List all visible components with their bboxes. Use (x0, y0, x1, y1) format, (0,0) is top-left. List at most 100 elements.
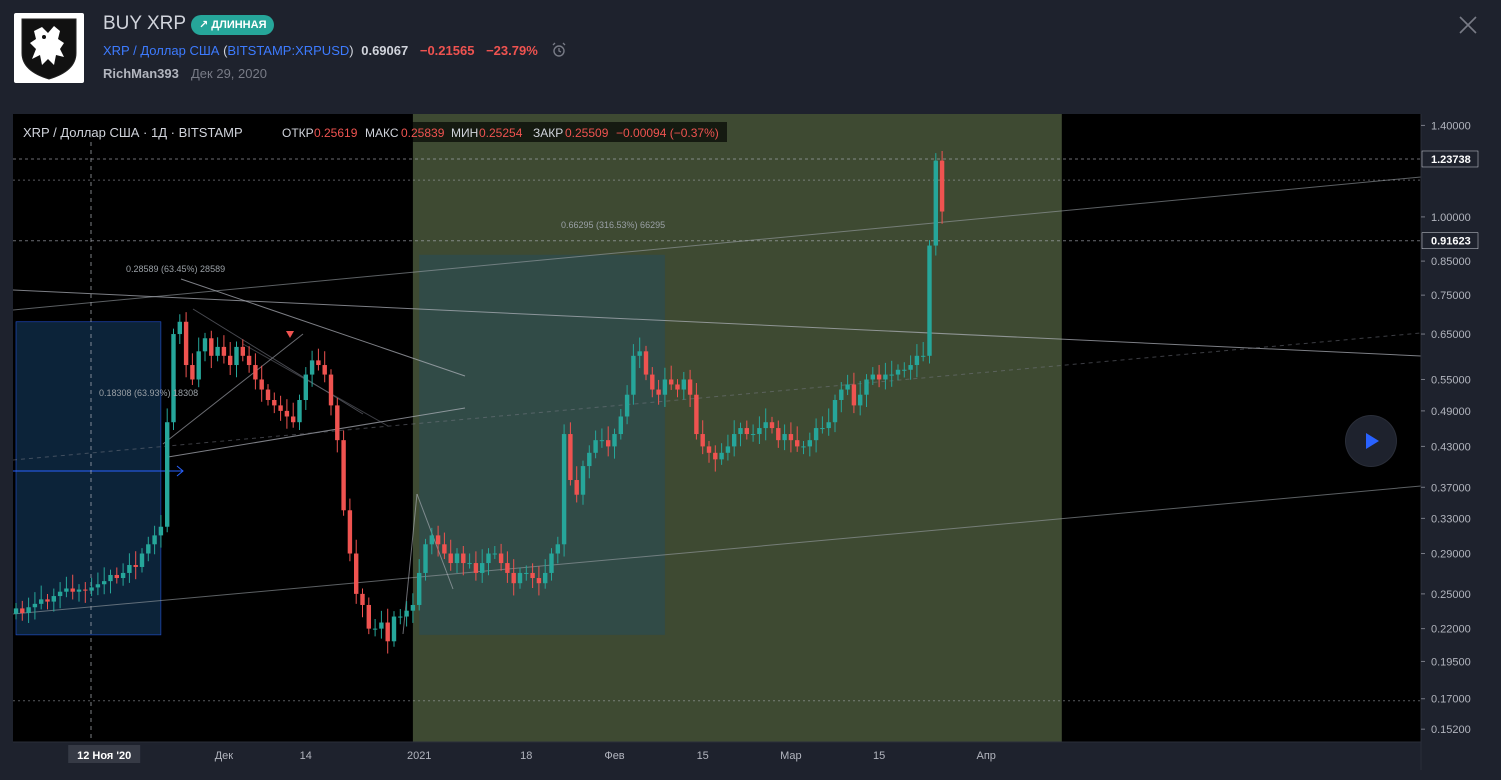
candle-body (221, 346, 227, 356)
candle-body (732, 434, 737, 447)
y-tick-label: 0.15200 (1431, 724, 1471, 736)
candle-body (782, 434, 787, 441)
candle (826, 408, 831, 436)
symbol-ticker-link[interactable]: BITSTAMP:XRPUSD (227, 42, 350, 58)
candle (725, 434, 731, 461)
x-tick-label: Фев (604, 750, 624, 762)
y-tick-label: 0.29000 (1431, 549, 1471, 561)
candle (435, 525, 441, 557)
author-name[interactable]: RichMan393 (103, 66, 179, 81)
candle-body (435, 535, 441, 545)
candle (127, 553, 132, 583)
candle-body (927, 245, 932, 356)
price-change: −0.21565 (419, 42, 475, 58)
candle (391, 611, 397, 647)
y-tick-label: 1.40000 (1431, 120, 1471, 132)
y-tick-label: 0.85000 (1431, 256, 1471, 268)
candle-body (858, 394, 863, 406)
candle (120, 563, 126, 586)
candle-body (624, 394, 630, 417)
candle (687, 369, 693, 407)
candle-body (486, 553, 491, 564)
candle-body (165, 422, 170, 527)
candle-body (398, 616, 403, 618)
candle-body (606, 440, 611, 447)
candle (347, 498, 353, 562)
candle (732, 420, 737, 457)
candle-body (20, 608, 25, 614)
x-tick-label: Дек (215, 750, 234, 762)
candle-body (417, 572, 422, 605)
candle (146, 536, 151, 562)
candle-body (379, 622, 384, 629)
candle-body (152, 535, 157, 545)
candle-body (713, 452, 718, 460)
chart-area[interactable]: 0.28589 (63.45%) 28589 0.18308 (63.93%) 1… (12, 114, 1484, 770)
candle (788, 422, 794, 453)
candle-body (64, 588, 69, 592)
candle-body (83, 589, 88, 591)
close-icon[interactable] (1457, 14, 1479, 36)
candle (933, 153, 938, 256)
candle-body (303, 374, 308, 401)
candle-body (45, 599, 50, 602)
candle-body (202, 338, 208, 352)
candle-body (171, 334, 176, 423)
candle-body (669, 379, 674, 385)
drawing-lines (12, 134, 1422, 742)
candle-body (555, 544, 560, 554)
candle (102, 567, 107, 595)
candle-body (76, 589, 82, 592)
candle-body (461, 553, 466, 564)
candle-body (883, 374, 888, 380)
candle (895, 364, 901, 381)
candle-body (328, 374, 334, 406)
candle-body (795, 440, 800, 447)
candle-body (404, 610, 409, 617)
candle (70, 574, 75, 600)
x-tick-label: 2021 (407, 750, 431, 762)
play-button[interactable] (1346, 416, 1396, 466)
candle-body (246, 355, 252, 366)
candle (51, 588, 56, 612)
candle-body (146, 544, 151, 554)
candle (624, 385, 630, 425)
candle-body (807, 440, 812, 447)
candle (322, 351, 327, 383)
candle-body (851, 384, 857, 406)
candle-body (316, 360, 321, 366)
candle-body (549, 553, 554, 573)
candle (744, 420, 749, 440)
candle-body (839, 389, 844, 401)
candle (700, 420, 705, 455)
candle (921, 342, 926, 362)
candle (795, 426, 800, 452)
candle-body (832, 400, 838, 423)
candle (568, 422, 573, 486)
candle-body (637, 351, 642, 356)
candle (467, 553, 472, 569)
alarm-clock-icon[interactable] (551, 42, 567, 61)
candle-body (89, 587, 94, 591)
legend-open-label: ОТКР (282, 126, 314, 140)
candle-body (448, 553, 453, 564)
candle (379, 610, 384, 639)
candle-body (612, 434, 617, 447)
x-tick-label: 18 (520, 750, 532, 762)
candle-body (776, 428, 781, 441)
candle (612, 428, 617, 459)
candle (706, 441, 712, 463)
candle (95, 572, 101, 596)
candle (76, 584, 82, 602)
candle (492, 546, 497, 560)
symbol-name-link[interactable]: XRP / Доллар США (103, 42, 220, 58)
candle (593, 430, 598, 459)
price-change-percent: −23.79% (486, 42, 538, 58)
candle (259, 365, 264, 402)
candle-body (278, 405, 283, 411)
candle (209, 330, 214, 369)
y-tick-label: 0.33000 (1431, 513, 1471, 525)
candle (864, 374, 869, 407)
candle (372, 619, 378, 637)
candle-body (933, 160, 938, 246)
